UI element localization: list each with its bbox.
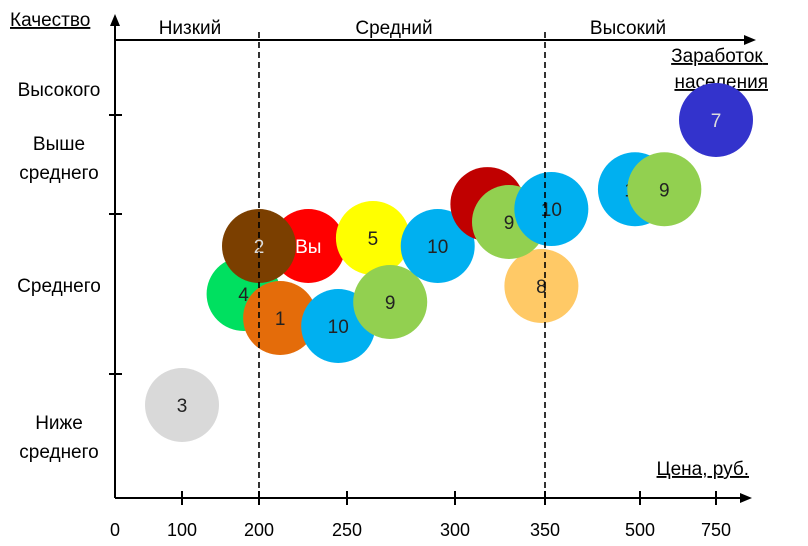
x-tick-label: 350 <box>530 520 560 540</box>
y-axis-arrow <box>110 14 120 26</box>
point-label: Вы <box>295 237 321 258</box>
point-label: 9 <box>385 293 396 314</box>
x-tick-label: 500 <box>625 520 655 540</box>
x-tick-label: 300 <box>440 520 470 540</box>
data-point: 8 <box>504 249 579 323</box>
point-marker <box>504 249 579 323</box>
point-label: 9 <box>504 213 515 234</box>
point-label: 4 <box>238 285 249 306</box>
data-point: 5 <box>335 201 410 275</box>
data-points: 341Вы2105910689101097 <box>145 82 753 442</box>
data-point: 7 <box>679 82 753 157</box>
point-label: 10 <box>328 317 349 338</box>
point-label: 3 <box>177 396 188 417</box>
income-zone-label: Высокий <box>590 18 666 39</box>
point-label: 10 <box>427 237 448 258</box>
point-marker <box>514 172 589 247</box>
x-tick-label: 100 <box>167 520 197 540</box>
x-tick-label: 0 <box>110 520 120 540</box>
y-category-label: Среднего <box>17 276 101 297</box>
point-marker <box>335 201 410 275</box>
data-point: 10 <box>400 209 475 283</box>
x-axis-arrow <box>740 493 752 503</box>
y-category-labels: Ниже среднего Среднего Выше среднего Высокого <box>17 80 101 463</box>
income-axis-arrow <box>744 35 756 45</box>
point-marker <box>243 281 318 355</box>
point-marker <box>627 152 702 227</box>
income-dividers <box>258 32 546 498</box>
data-point: 1 <box>243 281 318 355</box>
point-marker <box>145 368 219 442</box>
point-marker <box>353 265 428 339</box>
point-label: 7 <box>711 111 722 132</box>
income-zone-labels: Низкий Средний Высокий <box>159 18 666 39</box>
point-label: 5 <box>368 229 379 250</box>
x-tick-label: 250 <box>332 520 362 540</box>
data-point: 10 <box>514 172 589 247</box>
y-category-label: Выше среднего <box>19 134 98 184</box>
point-marker <box>400 209 475 283</box>
y-category-label: Высокого <box>18 80 101 101</box>
point-marker <box>679 82 753 157</box>
income-zone-label: Низкий <box>159 18 222 39</box>
data-point: 9 <box>627 152 702 227</box>
income-zone-label: Средний <box>355 18 432 39</box>
data-point: 9 <box>353 265 428 339</box>
point-label: 10 <box>541 200 562 221</box>
x-axis-title: Цена, руб. <box>657 459 749 480</box>
y-axis-title: Качество <box>10 10 90 31</box>
y-category-label: Ниже среднего <box>19 413 98 463</box>
point-label: 8 <box>536 277 547 298</box>
point-label: 1 <box>275 309 286 330</box>
x-tick-label: 200 <box>244 520 274 540</box>
x-tick-label: 750 <box>701 520 731 540</box>
data-point: 3 <box>145 368 219 442</box>
point-label: 9 <box>659 180 670 201</box>
